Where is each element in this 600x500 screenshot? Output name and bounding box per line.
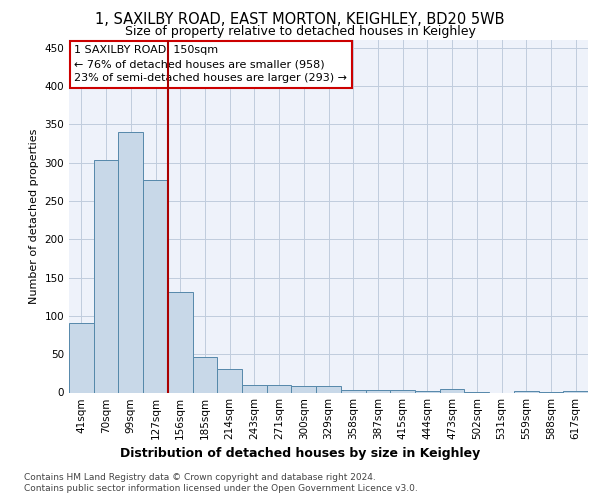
Bar (267, 385, 292, 392)
Text: Contains HM Land Registry data © Crown copyright and database right 2024.: Contains HM Land Registry data © Crown c… (24, 472, 376, 482)
Bar (341, 390, 365, 392)
Text: 1, SAXILBY ROAD, EAST MORTON, KEIGHLEY, BD20 5WB: 1, SAXILBY ROAD, EAST MORTON, KEIGHLEY, … (95, 12, 505, 28)
Bar (193, 357, 217, 392)
Bar (415, 391, 440, 392)
Bar (242, 385, 267, 392)
Text: Distribution of detached houses by size in Keighley: Distribution of detached houses by size … (120, 448, 480, 460)
Bar (365, 390, 390, 392)
Bar (217, 368, 242, 392)
Bar (440, 390, 464, 392)
Bar (316, 386, 341, 392)
Text: Contains public sector information licensed under the Open Government Licence v3: Contains public sector information licen… (24, 484, 418, 493)
Bar (390, 390, 415, 392)
Bar (94, 160, 118, 392)
Bar (69, 323, 94, 392)
Bar (143, 180, 168, 392)
Bar (563, 391, 588, 392)
Bar (292, 386, 316, 392)
Text: Size of property relative to detached houses in Keighley: Size of property relative to detached ho… (125, 25, 475, 38)
Bar (168, 292, 193, 392)
Text: 1 SAXILBY ROAD: 150sqm
← 76% of detached houses are smaller (958)
23% of semi-de: 1 SAXILBY ROAD: 150sqm ← 76% of detached… (74, 46, 347, 84)
Bar (118, 132, 143, 392)
Y-axis label: Number of detached properties: Number of detached properties (29, 128, 39, 304)
Bar (514, 391, 539, 392)
